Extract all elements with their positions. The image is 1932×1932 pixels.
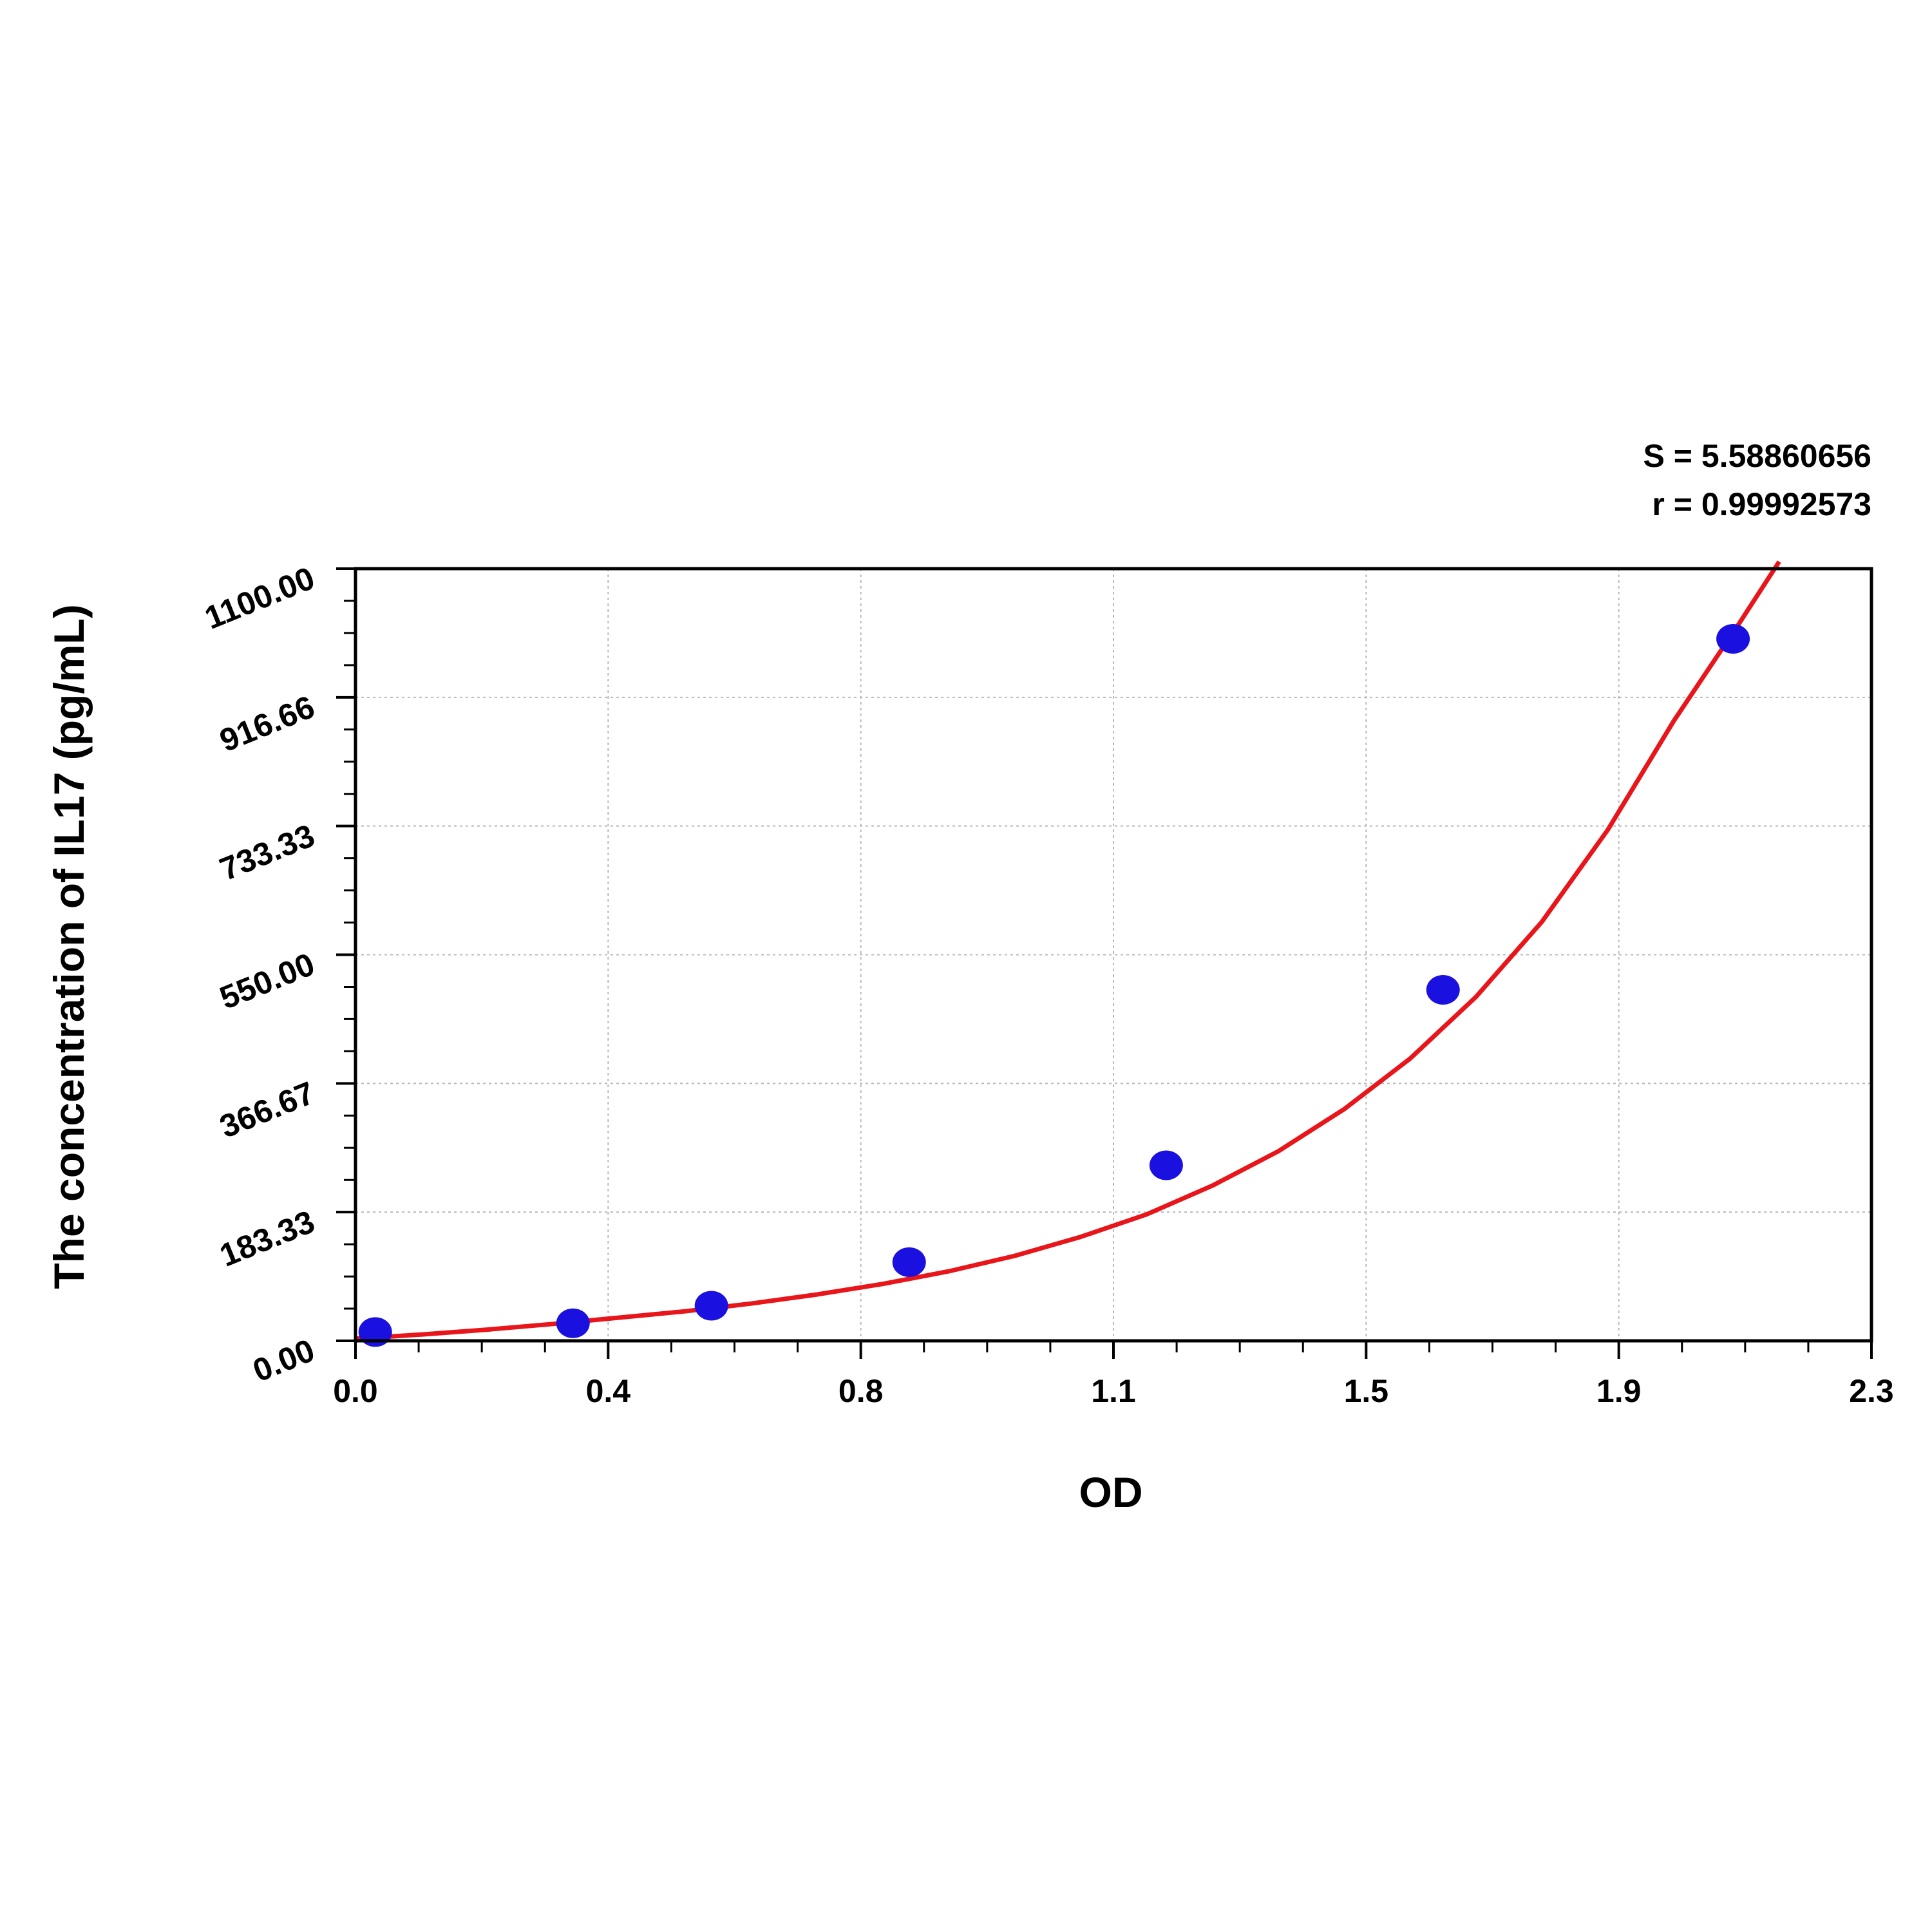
x-tick-label: 1.5 bbox=[1344, 1373, 1389, 1409]
y-tick-label: 0.00 bbox=[248, 1332, 319, 1388]
data-point bbox=[1716, 624, 1750, 654]
data-point bbox=[1149, 1150, 1183, 1180]
x-tick-label: 1.1 bbox=[1091, 1373, 1136, 1409]
data-point bbox=[556, 1308, 590, 1338]
plot-frame bbox=[354, 567, 1873, 1343]
fit-curve bbox=[355, 560, 1781, 1341]
y-tick-label: 183.33 bbox=[214, 1203, 319, 1273]
data-points-layer bbox=[358, 624, 1750, 1347]
data-point bbox=[892, 1247, 926, 1277]
y-tick-label: 916.66 bbox=[214, 688, 319, 759]
y-tick-label: 1100.00 bbox=[200, 560, 319, 636]
fit-curve-layer bbox=[355, 560, 1781, 1341]
x-tick-label: 0.8 bbox=[838, 1373, 884, 1409]
stat-r: r = 0.99992573 bbox=[1652, 486, 1871, 522]
y-tick-label: 550.00 bbox=[214, 946, 319, 1016]
x-tick-label: 2.3 bbox=[1849, 1373, 1894, 1409]
y-tick-label: 366.67 bbox=[214, 1075, 319, 1145]
x-tick-label: 1.9 bbox=[1596, 1373, 1642, 1409]
x-axis-title: OD bbox=[1079, 1468, 1143, 1516]
x-tick-label: 0.0 bbox=[333, 1373, 378, 1409]
stat-s: S = 5.58860656 bbox=[1643, 438, 1872, 474]
data-point bbox=[1426, 975, 1460, 1005]
y-tick-label: 733.33 bbox=[214, 817, 319, 887]
data-point bbox=[694, 1291, 728, 1321]
x-tick-labels: 0.0 0.4 0.8 1.1 1.5 1.9 2.3 bbox=[333, 1373, 1894, 1409]
y-axis-title: The concentration of IL17 (pg/mL) bbox=[45, 604, 93, 1289]
fit-statistics: S = 5.58860656 r = 0.99992573 bbox=[1643, 438, 1872, 522]
y-tick-labels: 0.00 183.33 366.67 550.00 733.33 916.66 1100.0… bbox=[200, 560, 319, 1388]
axis-ticks bbox=[336, 567, 1873, 1359]
x-tick-label: 0.4 bbox=[586, 1373, 631, 1409]
grid bbox=[355, 569, 1871, 1341]
